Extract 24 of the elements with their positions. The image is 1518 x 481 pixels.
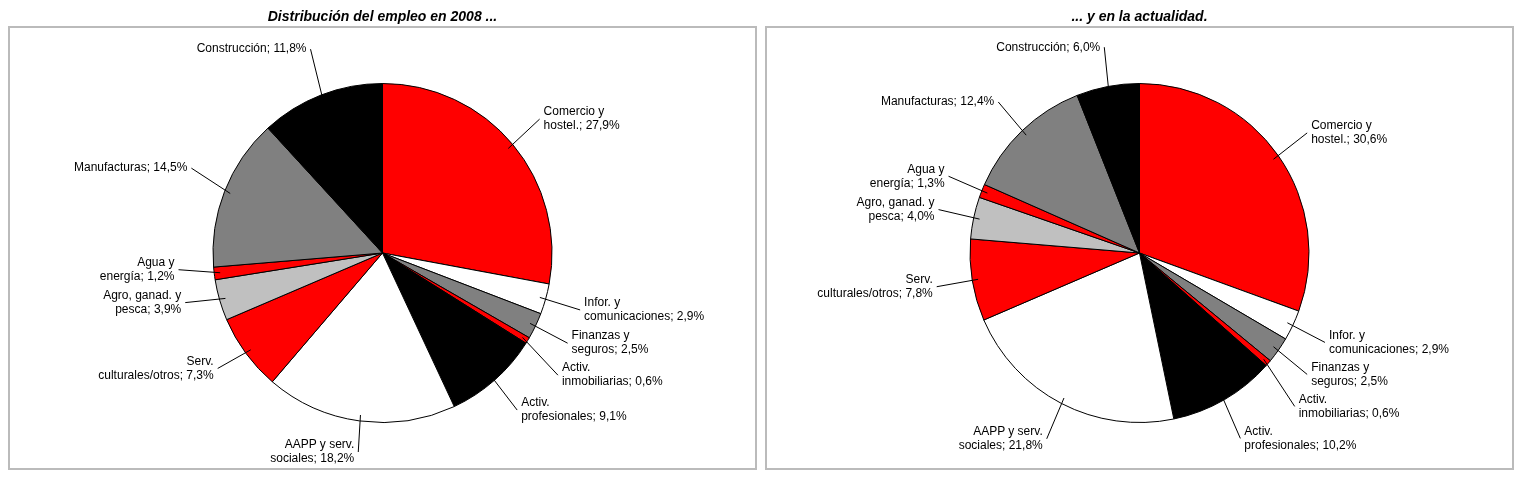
slice-label: Serv. culturales/otros; 7,3% (98, 353, 214, 382)
slice-label: Infor. y comunicaciones; 2,9% (584, 295, 705, 324)
slice-label: Construcción; 6,0% (996, 39, 1101, 54)
slice-label: Activ. inmobiliarias; 0,6% (1298, 391, 1400, 420)
slice-label: Activ. profesionales; 10,2% (1244, 423, 1357, 452)
slice-label: Activ. inmobiliarias; 0,6% (561, 360, 663, 389)
slice-label: AAPP y serv. sociales; 21,8% (958, 424, 1044, 453)
slice-label: Construcción; 11,8% (196, 41, 307, 56)
slice-label: AAPP y serv. sociales; 18,2% (270, 437, 355, 466)
slice-label: Serv. culturales/otros; 7,8% (817, 272, 934, 301)
chart-title: ... y en la actualidad. (1070, 8, 1209, 26)
slice-label: Agua y energía; 1,2% (99, 255, 175, 284)
slice-label: Agro, ganad. y pesca; 3,9% (103, 287, 182, 316)
chart-title: Distribución del empleo en 2008 ... (266, 8, 499, 26)
slice-label: Comercio y hostel.; 27,9% (543, 104, 620, 133)
slice-label: Manufacturas; 14,5% (73, 160, 188, 175)
slice-label: Manufacturas; 12,4% (880, 94, 995, 109)
slice-label: Infor. y comunicaciones; 2,9% (1328, 327, 1450, 356)
slice-label: Agro, ganad. y pesca; 4,0% (856, 194, 935, 223)
slice-label: Comercio y hostel.; 30,6% (1311, 118, 1388, 147)
slice-label: Finanzas y seguros; 2,5% (571, 328, 649, 357)
slice-label: Agua y energía; 1,3% (869, 161, 945, 190)
slice-label: Finanzas y seguros; 2,5% (1311, 359, 1389, 388)
slice-label: Activ. profesionales; 9,1% (521, 395, 627, 424)
